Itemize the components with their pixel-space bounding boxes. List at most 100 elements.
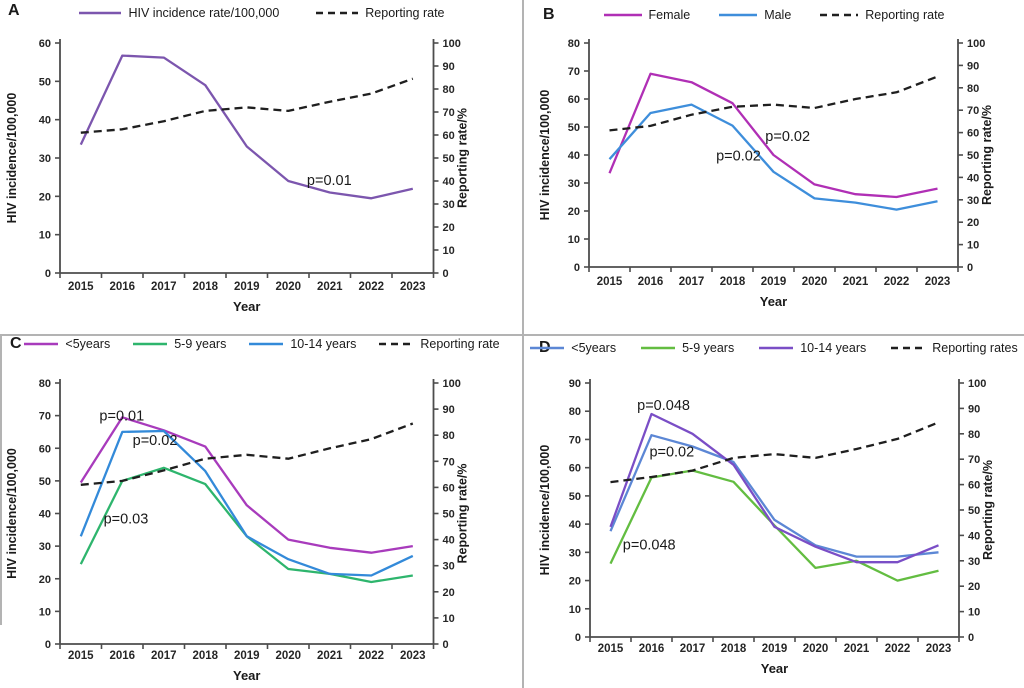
- series-line-male: [608, 103, 938, 211]
- x-tick-label: 2017: [151, 281, 177, 293]
- y-tick-label-right: 80: [967, 83, 979, 95]
- legend-item-female: Female: [603, 8, 690, 22]
- legend-label: 5-9 years: [174, 337, 227, 351]
- y-tick-label-right: 90: [443, 61, 455, 73]
- x-tick-label: 2023: [400, 650, 426, 662]
- y-tick-label-right: 0: [967, 262, 973, 274]
- x-tick-label: 2022: [358, 281, 384, 293]
- y-tick-label-left: 40: [569, 519, 581, 531]
- legend-item-reporting-rate: Reporting rate: [819, 8, 945, 22]
- y-tick-label-right: 10: [443, 613, 455, 625]
- series-line-reporting-rates: [610, 421, 939, 484]
- legend-item-10-14-years: 10-14 years: [248, 337, 356, 351]
- y-tick-label-left: 50: [39, 476, 51, 488]
- series-line-reporting-rate: [609, 75, 938, 132]
- x-axis-title: Year: [760, 294, 787, 309]
- y-tick-label-left: 60: [39, 443, 51, 455]
- panel-b: B Female Male Reporting rate 0 10 20 30 40 50 60…: [523, 0, 1024, 335]
- series-line-10-14-years: [609, 412, 939, 564]
- y-tick-label-right: 0: [968, 632, 974, 644]
- panel-a: A HIV incidence rate/100,000 Reporting ra…: [0, 0, 523, 335]
- series-line--5years: [609, 434, 939, 558]
- legend-item-reporting-rate: Reporting rate: [315, 6, 445, 20]
- y-tick-label-right: 50: [968, 505, 980, 517]
- legend-line-sample: [719, 13, 758, 17]
- y-tick-label-right: 30: [443, 199, 455, 211]
- y-tick-label-left: 20: [39, 574, 51, 586]
- x-tick-label: 2020: [275, 281, 301, 293]
- y-tick-label-left: 70: [569, 434, 581, 446]
- legend-item--5years: <5years: [23, 337, 110, 351]
- x-tick-label: 2016: [109, 281, 135, 293]
- x-tick-label: 2019: [234, 650, 260, 662]
- x-tick-label: 2018: [720, 276, 746, 288]
- y-tick-label-right: 100: [443, 378, 461, 390]
- series-line-female: [608, 72, 938, 199]
- y-tick-label-right: 0: [443, 639, 449, 651]
- y-tick-label-left: 0: [575, 632, 581, 644]
- legend-label: Male: [764, 8, 792, 22]
- panel-letter-c: C: [10, 335, 22, 352]
- panel-divider-vertical: [522, 0, 524, 688]
- y-tick-label-right: 20: [968, 581, 980, 593]
- series-line-10-14-years: [79, 429, 414, 577]
- x-tick-label: 2018: [192, 650, 218, 662]
- y-tick-label-right: 80: [443, 84, 455, 96]
- y-tick-label-left: 30: [569, 547, 581, 559]
- legend-line-sample: [133, 342, 168, 346]
- y-axis-title-right: Reporting rate/%: [981, 460, 995, 560]
- y-tick-label-left: 10: [569, 604, 581, 616]
- y-tick-label-right: 30: [968, 556, 980, 568]
- x-tick-label: 2022: [358, 650, 384, 662]
- y-tick-label-left: 20: [569, 576, 581, 588]
- series-line-hiv-incidence-rate-100-000: [79, 54, 414, 200]
- chart-d: 0 10 20 30 40 50 60 70 80 90 0 10 20 30 40 50 60 70 80 90 10…: [538, 378, 995, 676]
- legend-line-sample: [641, 346, 676, 350]
- y-tick-label-left: 30: [39, 541, 51, 553]
- y-tick-label-left: 0: [45, 268, 51, 280]
- x-axis-title: Year: [233, 299, 260, 314]
- y-tick-label-left: 10: [39, 606, 51, 618]
- legend-label: HIV incidence rate/100,000: [128, 6, 280, 20]
- chart-c: 0 10 20 30 40 50 60 70 80 0 10 20 30 40 50 60 70 80 90 100 2…: [5, 378, 470, 683]
- x-tick-label: 2022: [884, 276, 910, 288]
- x-tick-label: 2018: [721, 643, 747, 655]
- y-tick-label-left: 40: [39, 115, 51, 127]
- y-tick-label-right: 50: [443, 509, 455, 521]
- legend-line-sample: [316, 11, 359, 15]
- y-tick-label-right: 70: [968, 454, 980, 466]
- x-tick-label: 2015: [68, 281, 94, 293]
- x-tick-label: 2016: [639, 643, 665, 655]
- legend-a: HIV incidence rate/100,000 Reporting rate: [0, 6, 523, 20]
- x-tick-label: 2020: [803, 643, 829, 655]
- x-tick-label: 2016: [638, 276, 664, 288]
- legend-item-5-9-years: 5-9 years: [640, 341, 734, 355]
- y-tick-label-right: 100: [968, 378, 986, 390]
- x-tick-label: 2021: [317, 281, 343, 293]
- y-tick-label-right: 70: [443, 107, 455, 119]
- series-line-reporting-rate: [80, 422, 414, 486]
- y-tick-label-right: 90: [443, 404, 455, 416]
- y-tick-label-left: 70: [568, 66, 580, 78]
- y-axis-title-left: HIV incidence/100,000: [538, 445, 552, 576]
- y-axis-title-left: HIV incidence/100,000: [5, 93, 19, 224]
- y-axis-title-left: HIV incidence/100,000: [538, 90, 552, 221]
- y-tick-label-right: 10: [967, 240, 979, 252]
- y-tick-label-right: 10: [968, 607, 980, 619]
- legend-line-sample: [891, 346, 926, 350]
- y-tick-label-left: 30: [39, 153, 51, 165]
- legend-line-sample: [249, 342, 284, 346]
- x-tick-label: 2023: [925, 276, 951, 288]
- panel-divider-horizontal: [0, 334, 1024, 336]
- p-value-annotation: p=0.02: [716, 149, 761, 165]
- y-tick-label-right: 40: [968, 530, 980, 542]
- y-tick-label-right: 80: [443, 430, 455, 442]
- legend-b: Female Male Reporting rate: [523, 8, 1024, 22]
- y-tick-label-left: 60: [569, 463, 581, 475]
- y-tick-label-left: 90: [569, 378, 581, 390]
- y-tick-label-right: 60: [968, 480, 980, 492]
- legend-label: 10-14 years: [800, 341, 867, 355]
- legend-label: Reporting rate: [865, 8, 945, 22]
- x-tick-label: 2021: [843, 276, 869, 288]
